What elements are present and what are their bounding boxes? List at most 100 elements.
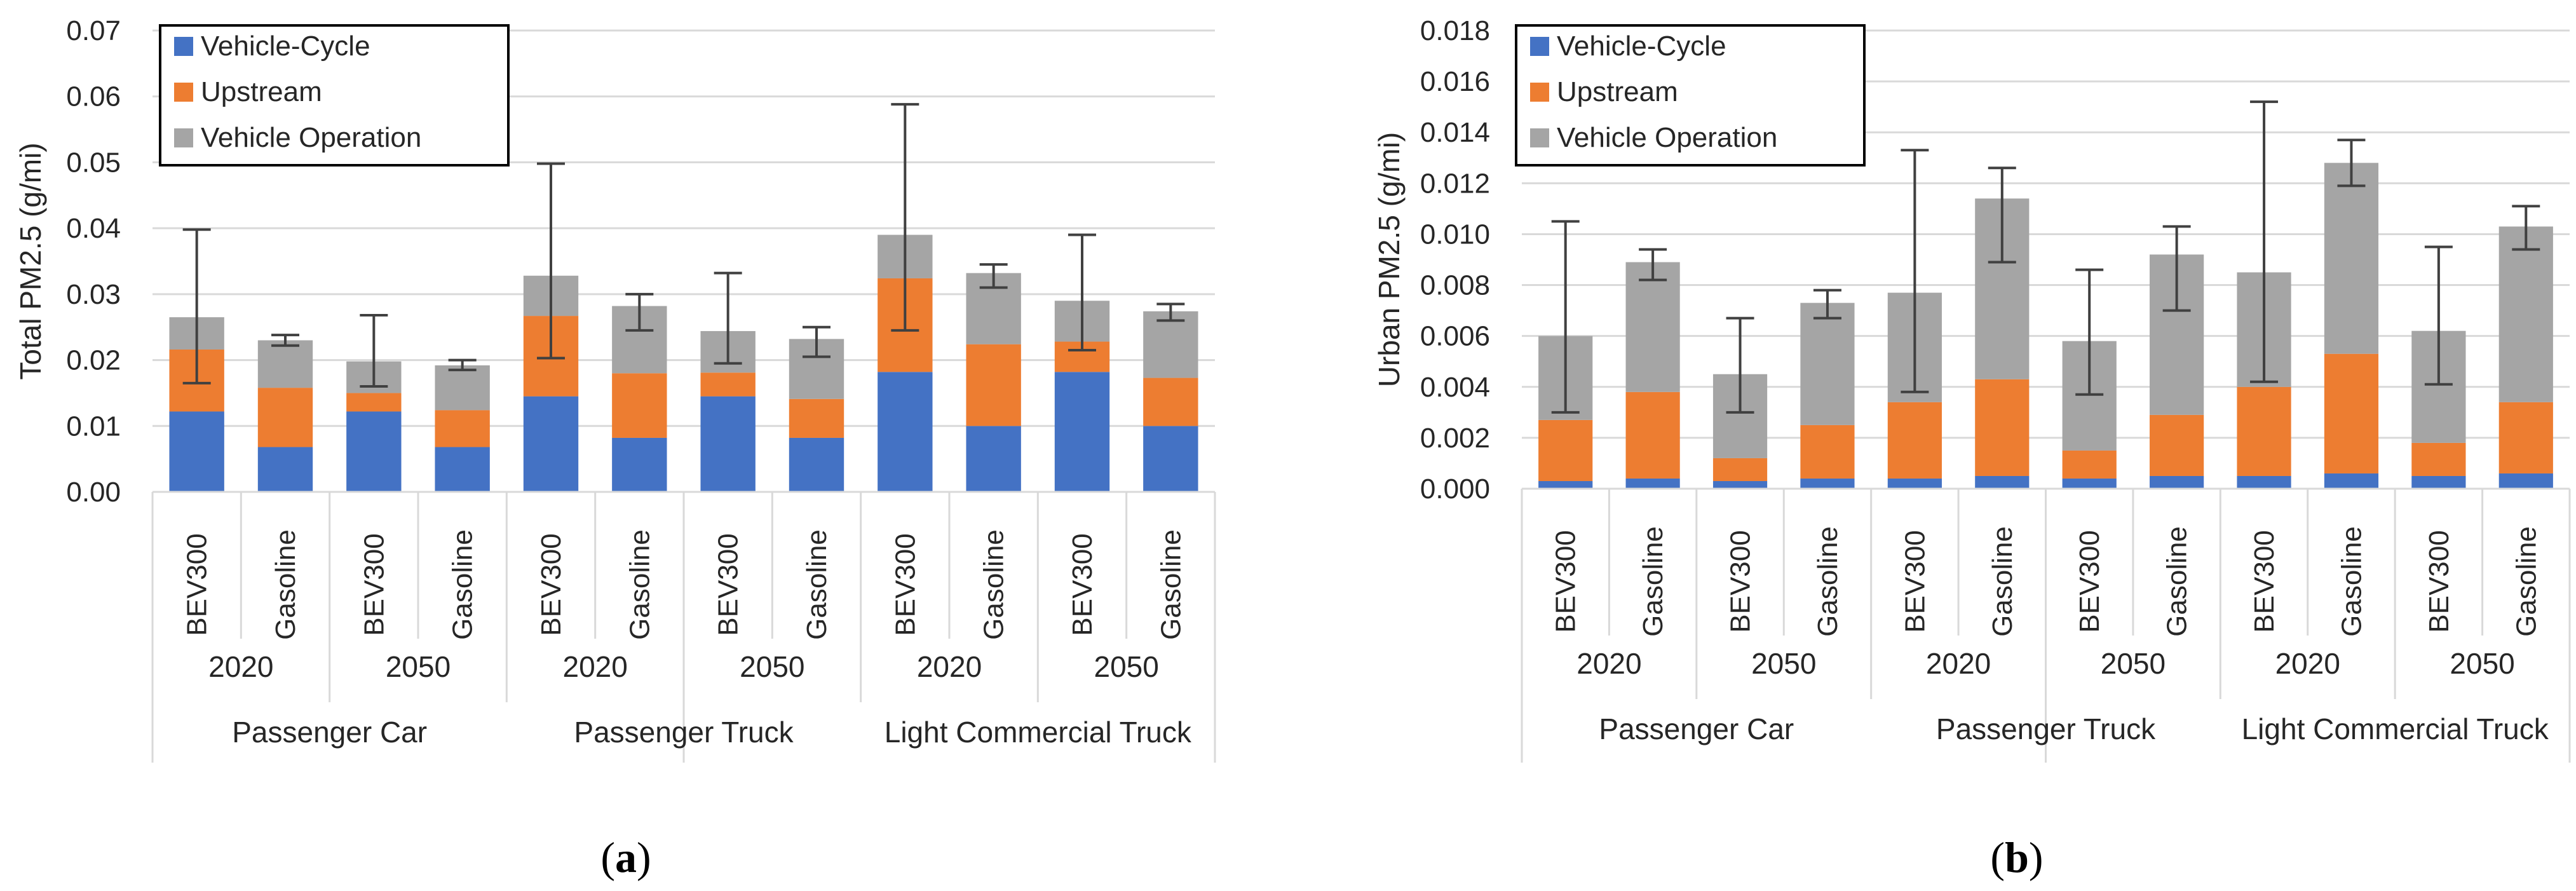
legend-swatch	[1530, 83, 1549, 102]
panel-label: (a)	[600, 833, 651, 881]
bar-vehicle-cycle	[2150, 475, 2204, 489]
year-group-label: 2050	[1751, 647, 1816, 680]
bar-vehicle-cycle	[1625, 478, 1680, 489]
panel-label-open: (	[600, 833, 615, 881]
y-tick-label: 0.004	[1420, 372, 1490, 403]
category-label: Gasoline	[270, 529, 301, 640]
bar-vehicle-cycle	[612, 437, 667, 492]
legend-entry: Upstream	[201, 76, 322, 107]
year-group-label: 2020	[2275, 647, 2340, 680]
legend-swatch	[1530, 37, 1549, 56]
bar-upstream	[1625, 391, 1680, 479]
bar-vehicle-cycle	[523, 396, 579, 492]
y-tick-label: 0.04	[66, 213, 121, 244]
y-tick-label: 0.014	[1420, 117, 1490, 148]
legend-box	[1515, 24, 1866, 167]
category-label: BEV300	[1550, 530, 1582, 632]
year-group-label: 2020	[208, 650, 273, 683]
bar-vehicle-cycle	[878, 372, 933, 492]
bar-vehicle-cycle	[789, 437, 844, 492]
vehicle-group-label: Passenger Car	[1599, 712, 1794, 745]
bar-vehicle-operation	[257, 340, 313, 388]
year-group-label: 2050	[2450, 647, 2514, 680]
category-label: BEV300	[536, 533, 567, 636]
legend-swatch	[174, 37, 193, 56]
year-group-label: 2050	[386, 650, 451, 683]
category-label: BEV300	[2249, 530, 2280, 632]
bar-vehicle-cycle	[435, 447, 490, 492]
y-axis-label: Urban PM2.5 (g/mi)	[1373, 132, 1406, 387]
category-label: BEV300	[1899, 530, 1930, 632]
bar-upstream	[700, 372, 756, 397]
year-group-label: 2050	[1094, 650, 1158, 683]
bar-upstream	[2498, 402, 2553, 473]
y-tick-label: 0.02	[66, 345, 121, 376]
category-label: Gasoline	[1637, 526, 1669, 637]
category-label: BEV300	[358, 533, 390, 636]
bar-vehicle-cycle	[1887, 478, 1942, 489]
bar-upstream	[1975, 379, 2030, 476]
panel-label-letter: b	[2005, 833, 2029, 881]
panel-label-close: )	[637, 833, 651, 881]
bar-upstream	[966, 344, 1021, 426]
bar-upstream	[2150, 414, 2204, 476]
legend-swatch	[174, 128, 193, 147]
year-group-label: 2050	[740, 650, 804, 683]
y-tick-label: 0.07	[66, 15, 121, 46]
bar-vehicle-cycle	[2498, 473, 2553, 489]
category-label: Gasoline	[2162, 526, 2193, 637]
category-label: Gasoline	[979, 529, 1010, 640]
category-label: BEV300	[890, 533, 921, 636]
bar-vehicle-cycle	[346, 411, 402, 492]
legend-swatch	[174, 83, 193, 102]
bar-vehicle-cycle	[257, 447, 313, 492]
vehicle-group-label: Passenger Truck	[574, 716, 794, 749]
bar-vehicle-operation	[2324, 163, 2379, 354]
year-group-label: 2020	[562, 650, 627, 683]
bar-upstream	[1712, 458, 1768, 481]
category-label: Gasoline	[624, 529, 655, 640]
category-label: Gasoline	[2336, 526, 2367, 637]
legend-swatch	[1530, 128, 1549, 147]
category-label: BEV300	[1725, 530, 1756, 632]
y-tick-label: 0.05	[66, 147, 121, 178]
bar-vehicle-cycle	[2062, 478, 2117, 489]
panel-label-letter: a	[615, 833, 637, 881]
legend-entry: Vehicle Operation	[201, 122, 421, 153]
year-group-label: 2020	[917, 650, 982, 683]
bar-vehicle-operation	[1800, 303, 1855, 425]
category-label: Gasoline	[1155, 529, 1186, 640]
bar-upstream	[789, 398, 844, 438]
bar-vehicle-cycle	[1538, 480, 1593, 489]
bar-vehicle-cycle	[700, 396, 756, 492]
y-tick-label: 0.016	[1420, 66, 1490, 97]
y-tick-label: 0.018	[1420, 15, 1490, 46]
panel-label-open: (	[1990, 833, 2005, 881]
vehicle-group-label: Light Commercial Truck	[885, 716, 1192, 749]
year-group-label: 2020	[1926, 647, 1991, 680]
bar-vehicle-operation	[1625, 262, 1680, 392]
bar-vehicle-cycle	[1143, 426, 1198, 492]
legend-entry: Upstream	[1557, 76, 1678, 107]
bar-upstream	[1887, 402, 1942, 479]
category-label: BEV300	[713, 533, 744, 636]
bar-upstream	[2324, 353, 2379, 473]
bar-vehicle-cycle	[1800, 478, 1855, 489]
bar-upstream	[257, 388, 313, 447]
vehicle-group-label: Passenger Truck	[1936, 712, 2156, 745]
chart-a: 0.00 0.01 0.02 0.03 0.04 0.05 0.06 0.07 Total PM…	[14, 15, 1216, 881]
bar-upstream	[2237, 386, 2291, 476]
y-tick-label: 0.002	[1420, 423, 1490, 454]
bar-upstream	[1143, 377, 1198, 426]
category-label: Gasoline	[801, 529, 832, 640]
panel-label: (b)	[1990, 833, 2043, 881]
y-tick-label: 0.006	[1420, 321, 1490, 352]
bar-upstream	[2062, 450, 2117, 479]
bar-vehicle-operation	[1143, 311, 1198, 378]
bar-vehicle-cycle	[966, 426, 1021, 492]
category-label: Gasoline	[447, 529, 478, 640]
legend-box	[159, 24, 510, 167]
legend-entry: Vehicle-Cycle	[201, 31, 370, 62]
bar-upstream	[2411, 442, 2466, 476]
